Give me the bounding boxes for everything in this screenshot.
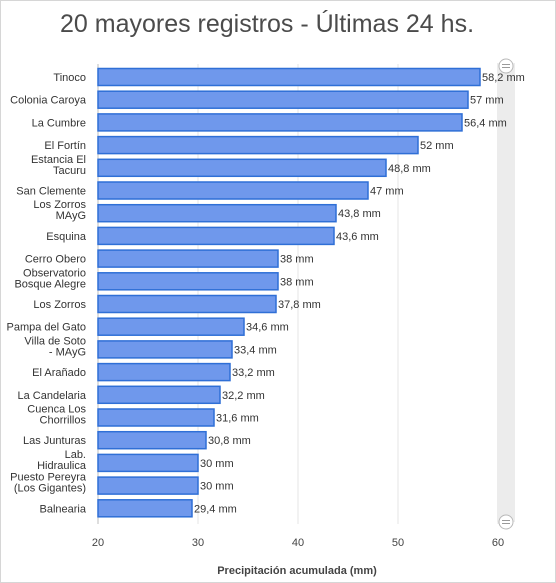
category-label: Chorrillos <box>40 415 87 427</box>
category-label: El Fortín <box>44 140 86 152</box>
category-label: MAyG <box>56 210 86 222</box>
bar[interactable] <box>97 385 221 405</box>
value-label: 33,2 mm <box>232 367 275 379</box>
category-label: La Candelaria <box>18 390 87 402</box>
bar[interactable] <box>97 158 387 178</box>
bar[interactable] <box>97 67 481 87</box>
x-tick-label: 50 <box>392 537 404 549</box>
category-label: Bosque Alegre <box>14 278 86 290</box>
scrollbar-grip[interactable] <box>498 514 514 530</box>
scrollbar-handle-bottom[interactable] <box>498 514 514 530</box>
category-label: Villa de Soto <box>24 335 86 347</box>
value-label: 38 mm <box>280 254 314 266</box>
x-tick-label: 20 <box>92 537 104 549</box>
category-label: Puesto Pereyra <box>10 472 87 484</box>
category-label: Las Junturas <box>23 435 86 447</box>
category-label: Pampa del Gato <box>7 322 87 334</box>
value-label: 31,6 mm <box>216 413 259 425</box>
value-label: 48,8 mm <box>388 163 431 175</box>
x-tick-label: 40 <box>292 537 304 549</box>
category-label: Cuenca Los <box>27 404 86 416</box>
category-label: Observatorio <box>23 267 86 279</box>
value-label: 47 mm <box>370 186 404 198</box>
x-axis-label: Precipitación acumulada (mm) <box>217 565 377 577</box>
value-label: 32,2 mm <box>222 390 265 402</box>
scrollbar-handle-top[interactable] <box>498 58 514 74</box>
bar[interactable] <box>97 249 279 268</box>
value-label: 29,4 mm <box>194 503 237 515</box>
x-tick-label: 60 <box>492 537 504 549</box>
bar[interactable] <box>97 340 233 359</box>
value-label: 30,8 mm <box>208 435 251 447</box>
value-label: 37,8 mm <box>278 299 321 311</box>
value-label: 34,6 mm <box>246 322 289 334</box>
bar[interactable] <box>97 430 207 450</box>
bar[interactable] <box>97 453 199 473</box>
bar[interactable] <box>97 203 337 223</box>
category-label: Colonia Caroya <box>10 95 87 107</box>
bar[interactable] <box>97 226 335 246</box>
value-label: 33,4 mm <box>234 344 277 356</box>
bar[interactable] <box>97 272 279 291</box>
bar[interactable] <box>97 294 277 314</box>
value-label: 30 mm <box>200 458 234 470</box>
bar[interactable] <box>97 476 199 495</box>
category-label: - MAyG <box>49 346 86 358</box>
category-labels: Tinoco Colonia Caroya La Cumbre El Fortín Es… <box>7 72 87 515</box>
value-label: 43,6 mm <box>336 231 379 243</box>
chart-title: 20 mayores registros - Últimas 24 hs. <box>59 10 475 38</box>
category-label: Tinoco <box>53 72 86 84</box>
category-label: Hidraulica <box>37 460 87 472</box>
category-label: San Clemente <box>16 186 86 198</box>
category-label: Los Zorros <box>33 299 86 311</box>
bar[interactable] <box>97 362 231 382</box>
category-label: Balnearia <box>40 503 87 515</box>
value-label: 38 mm <box>280 276 314 288</box>
bar[interactable] <box>97 90 469 109</box>
scrollbar-track[interactable] <box>497 63 515 522</box>
bar[interactable] <box>97 135 419 155</box>
category-label: Cerro Obero <box>25 254 86 266</box>
category-label: El Arañado <box>32 367 86 379</box>
bar[interactable] <box>97 317 245 336</box>
bar[interactable] <box>97 181 369 200</box>
category-label: Esquina <box>46 231 87 243</box>
category-label: Lab. <box>65 449 86 461</box>
bar[interactable] <box>97 499 193 518</box>
value-label: 57 mm <box>470 95 504 107</box>
category-label: Los Zorros <box>33 199 86 211</box>
category-label: (Los Gigantes) <box>14 483 86 495</box>
value-label: 58,2 mm <box>482 72 525 84</box>
bar[interactable] <box>97 408 215 427</box>
value-labels: 58,2 mm 57 mm 56,4 mm 52 mm 48,8 mm 47 mm 43,8… <box>194 72 525 515</box>
value-label: 43,8 mm <box>338 208 381 220</box>
bar[interactable] <box>97 113 463 132</box>
scrollbar-grip[interactable] <box>498 58 514 74</box>
bars <box>97 67 481 518</box>
value-label: 30 mm <box>200 481 234 493</box>
category-label: Tacuru <box>53 165 86 177</box>
category-label: La Cumbre <box>32 117 86 129</box>
value-label: 56,4 mm <box>464 117 507 129</box>
x-axis-ticks: 20 30 40 50 60 <box>92 537 504 549</box>
value-label: 52 mm <box>420 140 454 152</box>
x-tick-label: 30 <box>192 537 204 549</box>
category-label: Estancia El <box>31 154 86 166</box>
